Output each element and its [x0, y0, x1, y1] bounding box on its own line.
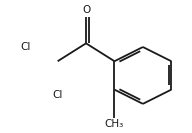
Text: O: O [82, 5, 90, 15]
Text: Cl: Cl [20, 42, 31, 52]
Text: CH₃: CH₃ [105, 119, 124, 129]
Text: Cl: Cl [52, 90, 63, 100]
